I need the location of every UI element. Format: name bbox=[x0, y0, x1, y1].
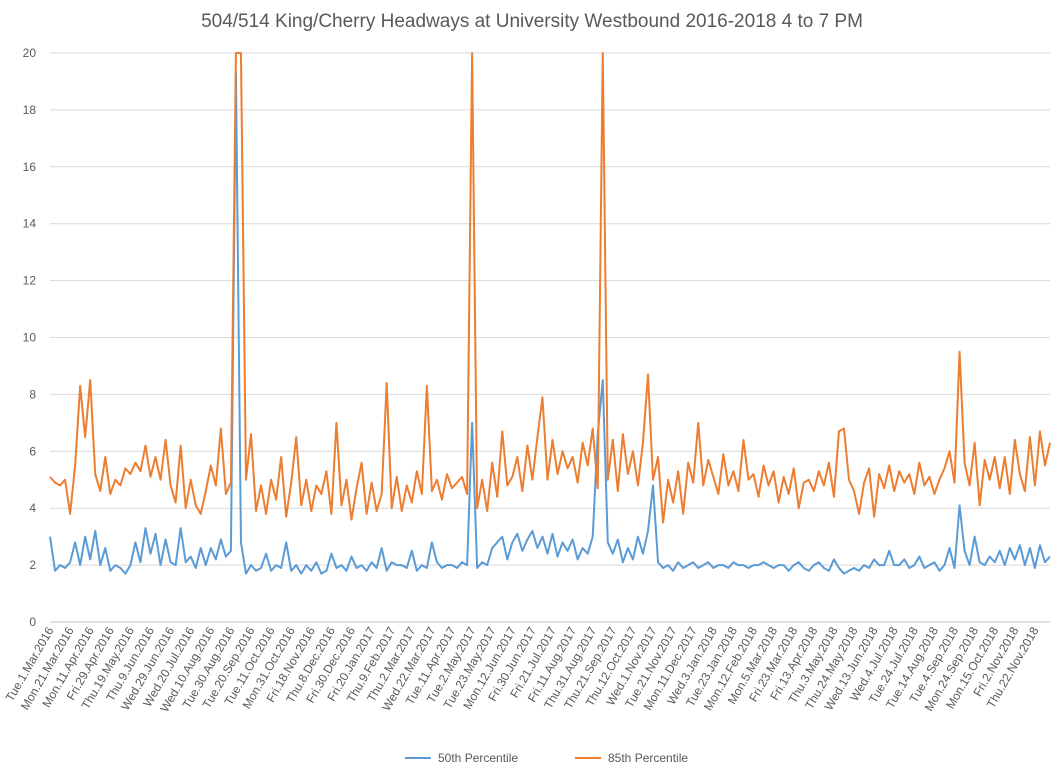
legend-label: 85th Percentile bbox=[608, 751, 688, 765]
y-tick-label: 18 bbox=[23, 103, 37, 117]
legend-label: 50th Percentile bbox=[438, 751, 518, 765]
y-tick-label: 2 bbox=[29, 558, 36, 572]
y-tick-label: 8 bbox=[29, 387, 36, 401]
data-line bbox=[49, 71, 1051, 575]
data-line bbox=[49, 52, 1051, 524]
y-tick-label: 20 bbox=[23, 46, 37, 60]
chart-title: 504/514 King/Cherry Headways at Universi… bbox=[201, 11, 863, 32]
y-tick-label: 14 bbox=[23, 217, 37, 231]
y-tick-label: 10 bbox=[23, 331, 37, 345]
y-tick-label: 4 bbox=[29, 501, 36, 515]
y-tick-label: 12 bbox=[23, 274, 37, 288]
y-tick-label: 0 bbox=[29, 615, 36, 629]
y-tick-label: 16 bbox=[23, 160, 37, 174]
y-tick-label: 6 bbox=[29, 444, 36, 458]
